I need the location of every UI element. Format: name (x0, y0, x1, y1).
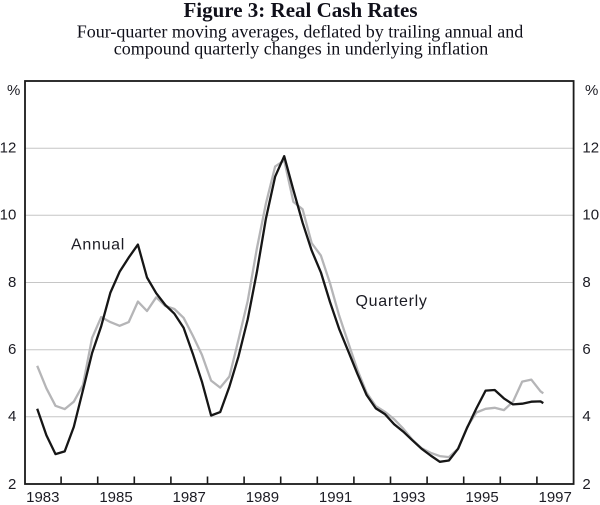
svg-text:1983: 1983 (26, 489, 59, 505)
svg-text:6: 6 (582, 341, 590, 358)
svg-text:10: 10 (582, 207, 599, 224)
svg-text:Annual: Annual (71, 237, 125, 254)
svg-text:1985: 1985 (99, 489, 132, 505)
svg-text:4: 4 (582, 408, 590, 425)
svg-text:Figure 3: Real Cash Rates: Figure 3: Real Cash Rates (183, 0, 417, 22)
svg-text:1991: 1991 (319, 489, 352, 505)
svg-text:1995: 1995 (465, 489, 498, 505)
svg-text:2: 2 (582, 476, 590, 493)
svg-text:6: 6 (8, 341, 16, 358)
svg-text:Quarterly: Quarterly (356, 293, 428, 310)
svg-text:12: 12 (0, 140, 16, 157)
svg-text:10: 10 (0, 207, 16, 224)
svg-text:8: 8 (582, 274, 590, 291)
svg-text:%: % (585, 82, 598, 99)
svg-text:4: 4 (8, 408, 16, 425)
svg-text:Four-quarter moving averages,: Four-quarter moving averages, deflated b… (77, 22, 523, 42)
svg-text:1993: 1993 (392, 489, 425, 505)
svg-text:1989: 1989 (246, 489, 279, 505)
svg-text:12: 12 (582, 140, 599, 157)
svg-text:1997: 1997 (539, 489, 572, 505)
svg-text:1987: 1987 (173, 489, 206, 505)
svg-text:8: 8 (8, 274, 16, 291)
svg-text:compound quarterly changes in: compound quarterly changes in underlying… (114, 39, 488, 59)
svg-text:2: 2 (8, 476, 16, 493)
svg-text:%: % (7, 82, 20, 99)
